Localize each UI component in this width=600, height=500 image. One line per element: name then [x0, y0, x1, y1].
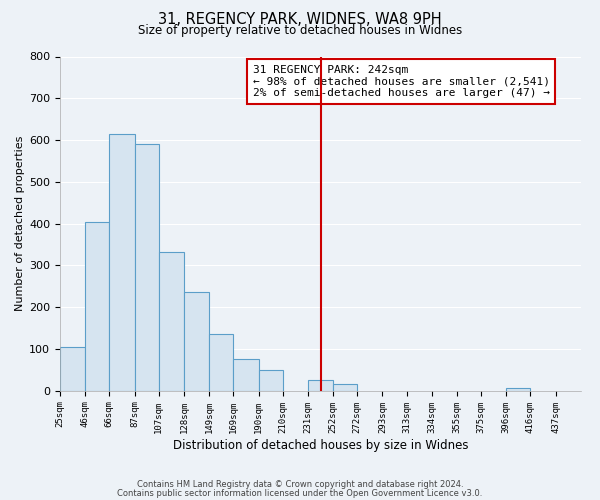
Text: 31, REGENCY PARK, WIDNES, WA8 9PH: 31, REGENCY PARK, WIDNES, WA8 9PH [158, 12, 442, 28]
Text: Size of property relative to detached houses in Widnes: Size of property relative to detached ho… [138, 24, 462, 37]
Bar [60, 346, 85, 391]
Bar [209, 334, 233, 390]
Bar [158, 252, 184, 390]
Text: Contains HM Land Registry data © Crown copyright and database right 2024.: Contains HM Land Registry data © Crown c… [137, 480, 463, 489]
Bar [184, 292, 209, 390]
Bar [109, 134, 134, 390]
Bar [333, 384, 357, 390]
Bar [259, 370, 283, 390]
Y-axis label: Number of detached properties: Number of detached properties [15, 136, 25, 311]
Text: Contains public sector information licensed under the Open Government Licence v3: Contains public sector information licen… [118, 488, 482, 498]
Bar [233, 359, 259, 390]
X-axis label: Distribution of detached houses by size in Widnes: Distribution of detached houses by size … [173, 440, 468, 452]
Bar [85, 222, 109, 390]
Bar [308, 380, 333, 390]
Bar [506, 388, 530, 390]
Bar [134, 144, 158, 390]
Text: 31 REGENCY PARK: 242sqm
← 98% of detached houses are smaller (2,541)
2% of semi-: 31 REGENCY PARK: 242sqm ← 98% of detache… [253, 65, 550, 98]
